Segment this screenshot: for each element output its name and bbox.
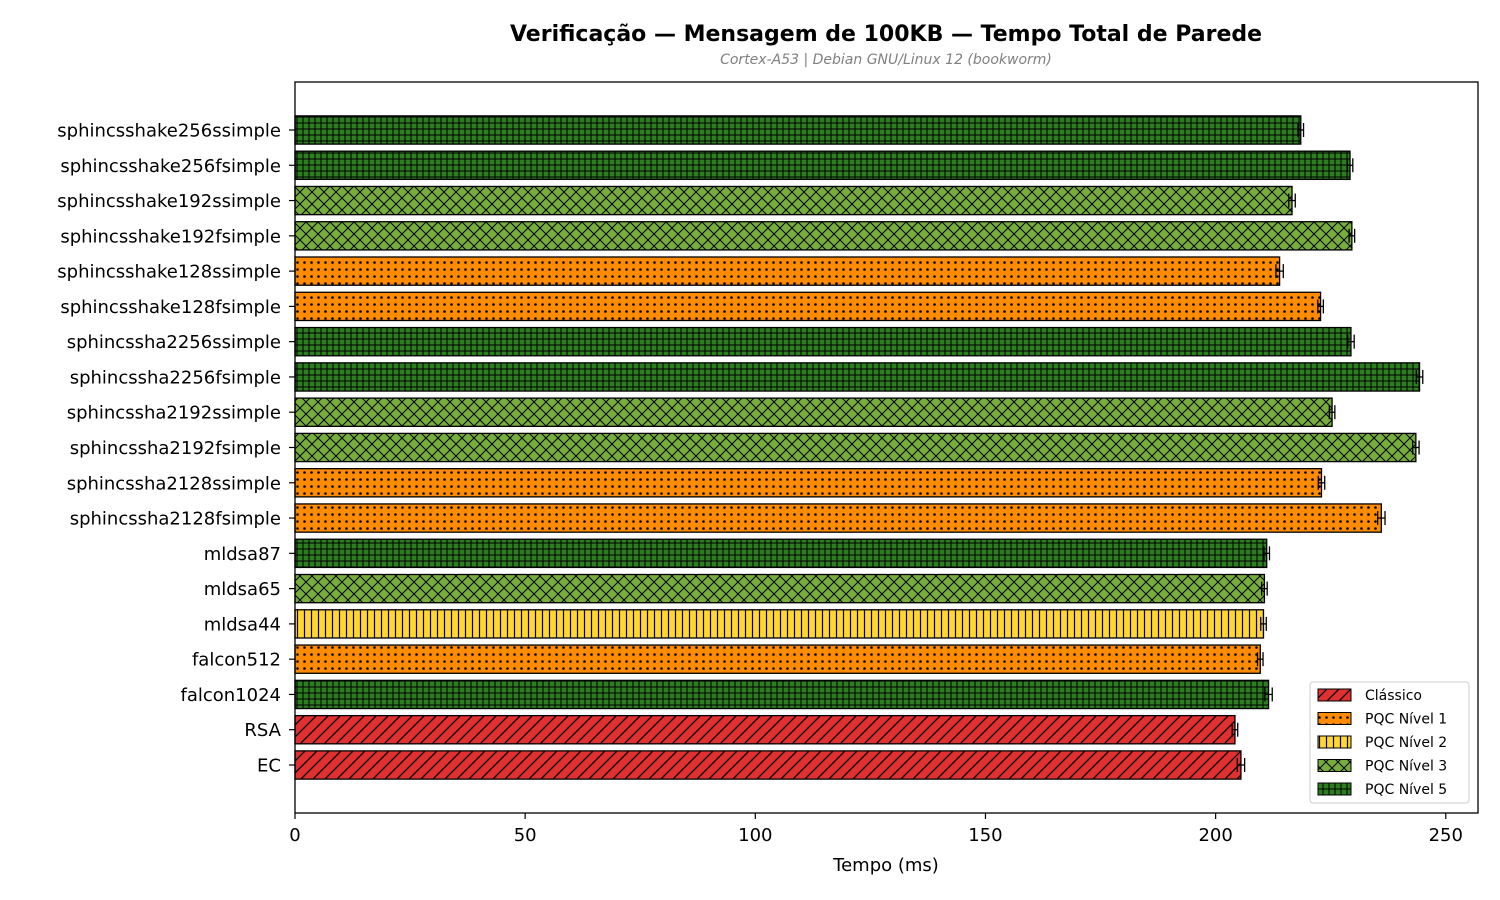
- legend-swatch-2: [1317, 735, 1352, 749]
- y-tick-label: falcon1024: [181, 685, 282, 706]
- error-bar-sphincsshake192ssimple: [1288, 193, 1296, 208]
- y-tick-label: sphincsshake192fsimple: [60, 226, 281, 247]
- y-tick-label: RSA: [244, 720, 281, 741]
- x-tick-label: 0: [289, 825, 300, 846]
- bar-mldsa44: [294, 609, 1265, 639]
- bar-EC: [294, 750, 1242, 780]
- y-tick-label: sphincsshake192ssimple: [57, 191, 281, 212]
- y-tick-label: sphincsshake128fsimple: [60, 297, 281, 318]
- chart-subtitle: Cortex-A53 | Debian GNU/Linux 12 (bookwo…: [720, 52, 1052, 68]
- bar-sphincsshake256fsimple: [294, 150, 1351, 181]
- x-tick-label: 100: [738, 825, 772, 846]
- error-bar-RSA: [1231, 722, 1239, 737]
- y-tick-label: sphincsshake256ssimple: [57, 121, 281, 142]
- legend-label-0: Clássico: [1365, 688, 1422, 704]
- y-tick-label: sphincssha2256ssimple: [67, 332, 281, 353]
- legend-label-2: PQC Nível 2: [1365, 735, 1447, 751]
- bar-sphincssha2192fsimple: [294, 432, 1417, 463]
- error-bar-sphincssha2128ssimple: [1317, 475, 1326, 490]
- legend-label-3: PQC Nível 3: [1365, 759, 1447, 775]
- bar-sphincsshake128ssimple: [294, 256, 1281, 286]
- bar-falcon512: [294, 644, 1261, 674]
- error-bar-sphincsshake256ssimple: [1297, 123, 1305, 137]
- bar-sphincsshake128fsimple: [294, 291, 1322, 322]
- error-bar-falcon1024: [1264, 687, 1273, 702]
- y-tick-label: sphincssha2128fsimple: [70, 509, 281, 530]
- y-tick-label: falcon512: [192, 650, 281, 671]
- y-tick-label: sphincsshake128ssimple: [57, 262, 281, 283]
- error-bar-sphincssha2192ssimple: [1328, 405, 1336, 420]
- x-tick-label: 200: [1198, 825, 1232, 846]
- legend-swatch-4: [1317, 782, 1352, 796]
- error-bar-sphincsshake192fsimple: [1348, 228, 1356, 243]
- error-bar-sphincsshake128ssimple: [1275, 264, 1284, 279]
- error-bar-EC: [1236, 758, 1246, 772]
- bars-layer: [294, 115, 1421, 780]
- bar-sphincssha2192ssimple: [294, 397, 1333, 427]
- error-bars-layer: [1231, 123, 1424, 772]
- error-bar-sphincssha2256fsimple: [1415, 369, 1424, 384]
- y-tick-label: sphincssha2192fsimple: [70, 438, 281, 459]
- bar-sphincsshake192fsimple: [294, 221, 1353, 251]
- y-tick-label: mldsa44: [204, 614, 281, 635]
- error-bar-sphincsshake256fsimple: [1346, 158, 1354, 173]
- y-tick-label: mldsa87: [204, 544, 281, 565]
- error-bar-sphincssha2128fsimple: [1377, 511, 1386, 526]
- x-tick-label: 50: [514, 825, 537, 846]
- error-bar-falcon512: [1256, 652, 1264, 667]
- legend-items: Clássico PQC Nível 1 PQC Nível 2 PQC Nível …: [1317, 688, 1447, 798]
- y-tick-label: sphincssha2256fsimple: [70, 367, 281, 388]
- error-bar-mldsa87: [1263, 546, 1271, 561]
- bar-sphincsshake256ssimple: [294, 115, 1302, 145]
- error-bar-sphincsshake128fsimple: [1317, 299, 1324, 314]
- legend: Clássico PQC Nível 1 PQC Nível 2 PQC Nível …: [1309, 681, 1470, 804]
- bar-RSA: [294, 714, 1236, 745]
- bar-mldsa87: [294, 538, 1268, 569]
- bar-sphincssha2256fsimple: [294, 362, 1421, 392]
- legend-swatch-3: [1317, 759, 1352, 772]
- error-bar-sphincssha2256ssimple: [1347, 334, 1355, 349]
- bar-falcon1024: [294, 679, 1270, 710]
- bar-sphincssha2128ssimple: [294, 468, 1323, 498]
- legend-swatch-0: [1317, 688, 1352, 702]
- bar-mldsa65: [294, 573, 1266, 604]
- y-tick-label: sphincssha2192ssimple: [67, 403, 281, 424]
- x-axis-label: Tempo (ms): [832, 855, 939, 876]
- legend-label-1: PQC Nível 1: [1365, 712, 1447, 728]
- y-axis: sphincsshake256ssimple sphincsshake256fsi…: [57, 121, 295, 777]
- y-tick-label: sphincssha2128ssimple: [67, 473, 281, 494]
- x-tick-label: 250: [1429, 825, 1463, 846]
- legend-swatch-1: [1317, 712, 1352, 725]
- y-tick-label: mldsa65: [204, 579, 281, 600]
- legend-label-4: PQC Nível 5: [1365, 782, 1447, 798]
- bar-sphincssha2128fsimple: [294, 503, 1382, 533]
- y-tick-label: sphincsshake256fsimple: [60, 156, 281, 177]
- bar-sphincsshake192ssimple: [294, 185, 1293, 216]
- y-tick-label: EC: [257, 756, 281, 777]
- bar-sphincssha2256ssimple: [294, 326, 1352, 357]
- x-tick-label: 150: [968, 825, 1002, 846]
- x-axis: 0 50 100 150 200 250: [289, 813, 1463, 846]
- error-bar-sphincssha2192fsimple: [1411, 440, 1420, 455]
- error-bar-mldsa65: [1261, 581, 1268, 596]
- error-bar-mldsa44: [1260, 616, 1267, 631]
- chart-title: Verificação — Mensagem de 100KB — Tempo …: [510, 22, 1262, 47]
